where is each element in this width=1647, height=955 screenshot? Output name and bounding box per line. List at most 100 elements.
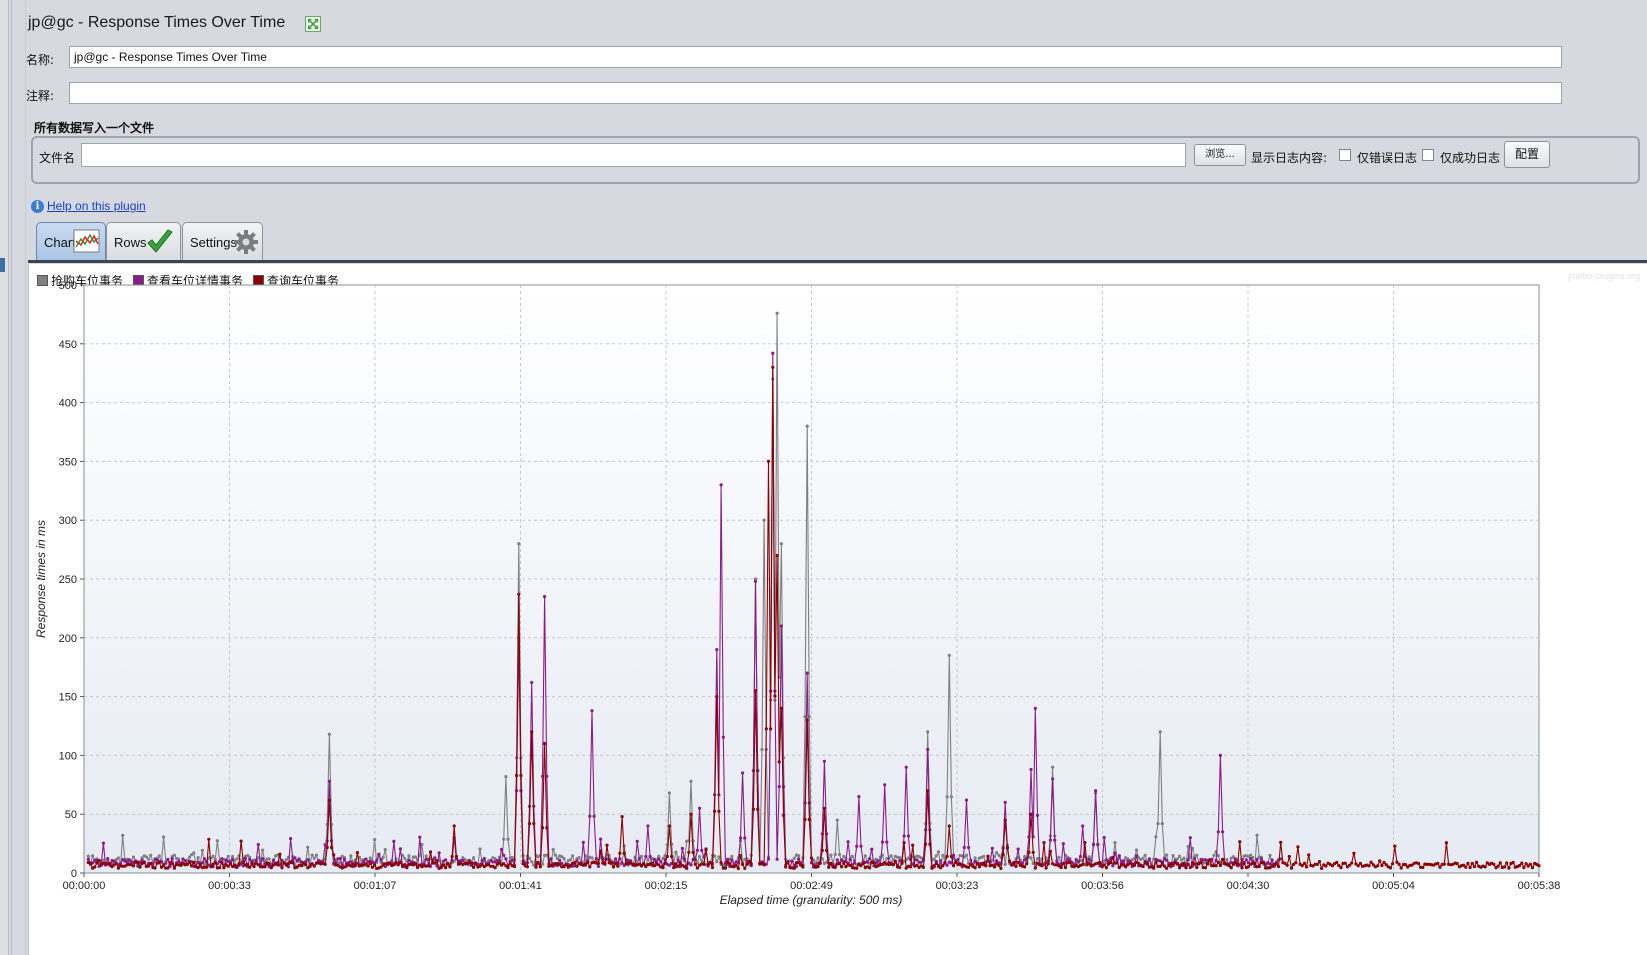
checkmark-icon [145,228,175,256]
data-point [433,857,436,860]
data-point [483,857,486,860]
y-tick-label: 250 [59,574,77,586]
data-point [1184,866,1187,869]
data-point [403,857,406,860]
data-point [1012,861,1015,864]
data-point [470,862,473,865]
data-point [754,580,757,583]
data-point [946,855,949,858]
data-point [1105,866,1108,869]
data-point [810,856,813,859]
data-point [666,855,669,858]
name-input[interactable]: jp@gc - Response Times Over Time [69,46,1562,68]
data-point [898,866,901,869]
data-point [1286,864,1289,867]
data-point [1512,861,1515,864]
data-point [201,849,204,852]
help-link[interactable]: Help on this plugin [47,199,146,213]
data-point [1010,864,1013,867]
x-tick-label: 00:00:33 [208,880,251,892]
errors-only-checkbox[interactable] [1339,149,1351,161]
data-point [999,867,1002,870]
data-point [558,863,561,866]
tab-rows[interactable]: Rows [106,222,181,261]
data-point [599,849,602,852]
data-point [153,866,156,869]
tab-chart[interactable]: Chart [36,222,106,261]
data-point [976,862,979,865]
data-point [132,856,135,859]
y-tick-label: 100 [59,750,77,762]
data-point [1045,866,1048,869]
x-tick-label: 00:02:15 [645,880,688,892]
data-point [922,866,925,869]
data-point [836,858,839,861]
data-point [892,863,895,866]
data-point [343,865,346,868]
data-point [1240,866,1243,869]
data-point [332,853,335,856]
data-point [515,774,518,777]
data-point [577,856,580,859]
data-point [1036,814,1039,817]
data-point [289,837,292,840]
data-point [373,838,376,841]
success-only-checkbox[interactable] [1422,149,1434,161]
data-point [829,862,832,865]
left-splitter[interactable] [0,0,9,955]
data-point [692,851,695,854]
data-point [558,859,561,862]
data-point [199,863,202,866]
data-point [791,860,794,863]
data-point [616,865,619,868]
data-point [425,854,428,857]
data-point [166,858,169,861]
configure-button[interactable]: 配置 [1504,141,1550,168]
data-point [588,865,591,868]
data-point [855,867,858,870]
data-point [403,863,406,866]
data-point [797,861,800,864]
data-point [946,864,949,867]
tab-settings[interactable]: Settings [182,222,263,261]
data-point [315,854,318,857]
data-point [1002,853,1005,856]
data-point [636,860,639,863]
data-point [621,815,624,818]
data-point [982,862,985,865]
data-point [1034,707,1037,710]
data-point [806,425,809,428]
data-point [138,866,141,869]
data-point [793,867,796,870]
data-point [1113,841,1116,844]
data-point [741,863,744,866]
y-tick-label: 200 [59,633,77,645]
data-point [229,862,232,865]
browse-button[interactable]: 浏览... [1194,144,1246,166]
data-point [304,863,307,866]
data-point [528,822,531,825]
expand-icon[interactable] [305,16,321,32]
data-point [1505,861,1508,864]
x-tick-label: 00:05:38 [1518,880,1561,892]
data-point [991,847,994,850]
data-point [569,864,572,867]
comment-input[interactable] [69,82,1562,104]
data-point [565,863,568,866]
data-point [504,857,507,860]
data-point [1404,863,1407,866]
data-point [741,771,744,774]
data-point [326,846,329,849]
filename-input[interactable] [81,143,1186,167]
data-point [834,866,837,869]
x-tick-label: 00:02:49 [790,880,833,892]
data-point [950,855,953,858]
data-point [769,727,772,730]
data-point [384,848,387,851]
data-point [1029,856,1032,859]
data-point [700,849,703,852]
data-point [651,862,654,865]
data-point [806,719,809,722]
y-tick-label: 300 [59,515,77,527]
data-point [280,866,283,869]
